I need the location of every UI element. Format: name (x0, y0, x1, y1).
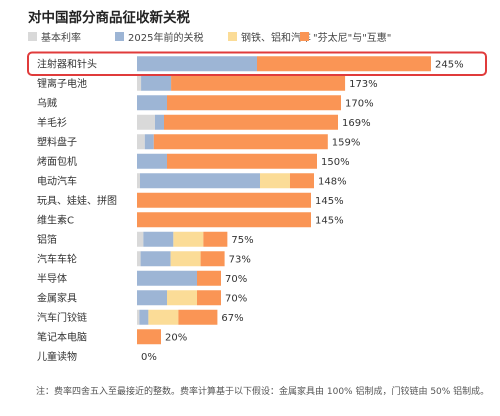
bar-segment (137, 231, 144, 247)
bar-segment (137, 270, 197, 286)
bar-segment (140, 173, 260, 189)
legend-label: 钢铁、铝和汽车 (241, 33, 311, 44)
legend-label: 2025年前的关税 (128, 33, 204, 44)
bar-segment (167, 290, 197, 306)
bar-segment (167, 95, 341, 111)
bar-segment (171, 75, 346, 91)
highlight-box (27, 51, 487, 76)
bar-segment (141, 75, 172, 91)
chart-title: 对中国部分商品征收新关税 (28, 10, 190, 26)
category-label: 维生素C (37, 213, 74, 226)
value-label: 170% (345, 98, 374, 109)
bar-segment (148, 309, 179, 325)
category-label: 塑料盘子 (37, 135, 77, 148)
bar-segment (137, 290, 167, 306)
value-label: 150% (321, 157, 350, 168)
category-label: 汽车车轮 (37, 252, 77, 265)
bar-segment (137, 309, 140, 325)
category-label: 注射器和针头 (37, 57, 97, 70)
legend-item-fentanyl-reciprocal: "芬太尼"与"互惠" (300, 29, 391, 44)
legend-label: "芬太尼"与"互惠" (313, 33, 392, 44)
category-label: 玩具、娃娃、拼图 (37, 194, 117, 207)
category-label: 笔记本电脑 (37, 330, 87, 343)
bar-segment (257, 56, 431, 72)
bar-segment (155, 114, 164, 130)
value-label: 73% (229, 254, 251, 265)
bar-segment (137, 75, 142, 91)
category-label: 电动汽车 (37, 174, 77, 187)
legend-swatch (300, 32, 309, 41)
bar-segment (178, 309, 218, 325)
category-label: 乌贼 (37, 96, 57, 109)
category-label: 汽车门铰链 (37, 311, 87, 324)
legend-swatch (115, 32, 124, 41)
legend-label: 基本利率 (41, 33, 81, 44)
bar-segment (197, 270, 221, 286)
bar-segment (164, 114, 338, 130)
bar-segment (137, 95, 167, 111)
bar-segment (144, 134, 154, 150)
stacked-bar-chart: 注射器和针头 245% 锂离子电池 173% 乌贼 170% 羊毛衫 169% 塑料盘子 159%… (27, 51, 487, 363)
value-label: 75% (231, 235, 253, 246)
value-label: 145% (315, 196, 344, 207)
category-label: 烤面包机 (37, 155, 77, 168)
bar-segment (167, 153, 317, 169)
bar-segment (290, 173, 314, 189)
bar-segment (137, 173, 140, 189)
legend-item-steel-aluminum-auto: 钢铁、铝和汽车 (228, 29, 311, 44)
bar-segment (143, 231, 174, 247)
category-label: 儿童读物 (37, 350, 77, 363)
bar-segment (140, 251, 171, 267)
legend-swatch (228, 32, 237, 41)
bar-segment (137, 212, 311, 228)
chart-footnote: 注：费率四舍五入至最接近的整数。费率计算基于以下假设：金属家具由 100% 铝制… (36, 387, 490, 397)
value-label: 169% (342, 118, 371, 129)
value-label: 20% (165, 332, 187, 343)
chart-legend: 基本利率 2025年前的关税 钢铁、铝和汽车 "芬太尼"与"互惠" (28, 29, 496, 45)
legend-swatch (28, 32, 37, 41)
value-label: 67% (221, 313, 243, 324)
category-label: 锂离子电池 (37, 77, 87, 90)
bar-segment (137, 251, 141, 267)
legend-item-pre-2025-tariff: 2025年前的关税 (115, 29, 203, 44)
bar-segment (137, 329, 161, 345)
bar-segment (203, 231, 228, 247)
bar-segment (139, 309, 149, 325)
bar-segment (137, 153, 167, 169)
value-label: 70% (225, 293, 247, 304)
bar-segment (197, 290, 221, 306)
legend-item-base-rate: 基本利率 (28, 29, 81, 44)
value-label: 148% (318, 176, 347, 187)
category-label: 铝箔 (37, 233, 57, 246)
bar-segment (153, 134, 328, 150)
bar-segment (137, 56, 257, 72)
value-label: 145% (315, 215, 344, 226)
bar-segment (200, 251, 225, 267)
bar-segment (137, 114, 155, 130)
category-label: 金属家具 (37, 291, 77, 304)
category-label: 半导体 (37, 272, 67, 285)
bar-segment (137, 192, 311, 208)
value-label: 0% (141, 352, 157, 363)
value-label: 159% (332, 137, 361, 148)
value-label: 173% (349, 79, 378, 90)
bar-segment (137, 134, 145, 150)
value-label: 70% (225, 274, 247, 285)
bar-segment (173, 231, 204, 247)
category-label: 羊毛衫 (37, 116, 67, 129)
bar-segment (170, 251, 201, 267)
bar-segment (260, 173, 290, 189)
value-label: 245% (435, 59, 464, 70)
